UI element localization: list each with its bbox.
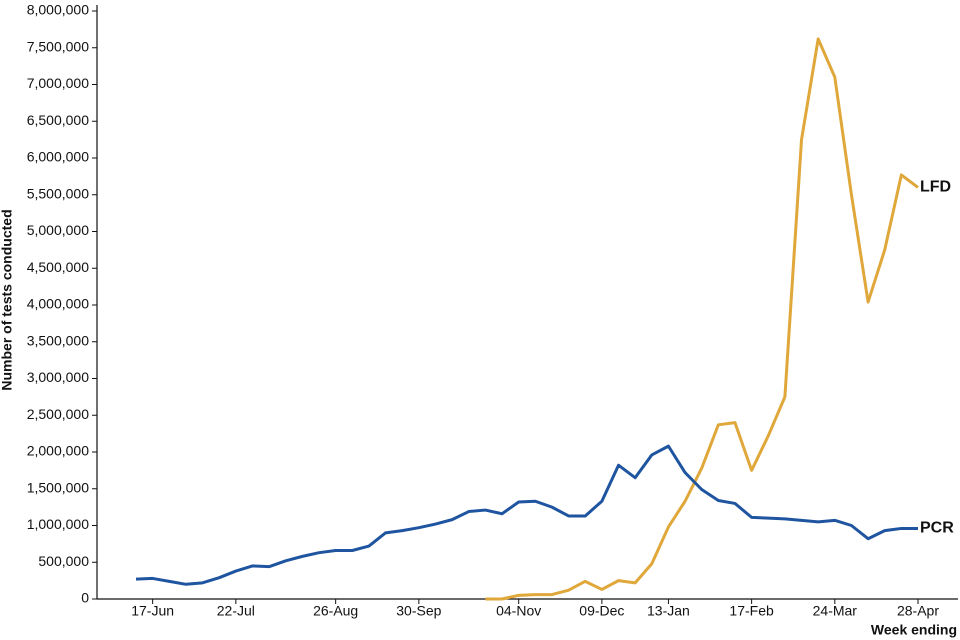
x-tick-label: 22-Jul [217, 603, 255, 619]
y-tick-label: 4,000,000 [27, 296, 89, 312]
y-tick-label: 7,500,000 [27, 38, 89, 54]
x-tick-label: 04-Nov [496, 603, 541, 619]
x-tick-label: 30-Sep [396, 603, 441, 619]
series-label: PCR [920, 520, 954, 537]
y-tick-label: 8,000,000 [27, 2, 89, 18]
x-tick-label: 24-Mar [813, 603, 858, 619]
x-tick-label: 13-Jan [647, 603, 690, 619]
x-tick-label: 09-Dec [579, 603, 624, 619]
y-tick-label: 5,000,000 [27, 222, 89, 238]
y-tick-label: 6,000,000 [27, 149, 89, 165]
x-tick-label: 26-Aug [313, 603, 358, 619]
y-axis-title: Number of tests conducted [0, 209, 15, 390]
y-tick-label: 2,000,000 [27, 443, 89, 459]
x-tick-label: 17-Feb [729, 603, 774, 619]
y-tick-label: 1,000,000 [27, 516, 89, 532]
y-tick-label: 500,000 [38, 553, 89, 569]
series-label: LFD [920, 179, 951, 196]
y-tick-label: 6,500,000 [27, 112, 89, 128]
y-tick-label: 4,500,000 [27, 259, 89, 275]
series-line [135, 444, 918, 586]
series-line [485, 37, 919, 601]
x-tick-label: 28-Apr [897, 603, 939, 619]
y-tick-label: 7,000,000 [27, 75, 89, 91]
x-axis-title: Week ending [871, 622, 957, 638]
y-tick-label: 3,000,000 [27, 369, 89, 385]
y-tick-label: 1,500,000 [27, 479, 89, 495]
y-tick-label: 5,500,000 [27, 185, 89, 201]
y-tick-label: 2,500,000 [27, 406, 89, 422]
y-tick-label: 3,500,000 [27, 332, 89, 348]
y-tick-label: 0 [81, 590, 89, 606]
x-tick-label: 17-Jun [131, 603, 174, 619]
